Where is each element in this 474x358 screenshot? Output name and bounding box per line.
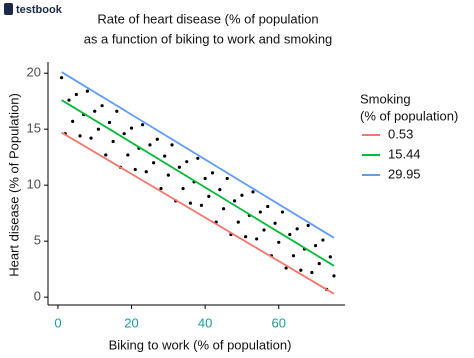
point [295, 227, 299, 231]
point [100, 104, 104, 108]
point [140, 123, 145, 127]
logo-icon [4, 3, 13, 15]
legend-label: 29.95 [388, 166, 421, 181]
point [221, 207, 226, 211]
point [299, 268, 303, 272]
y-tick-label: 10 [27, 177, 41, 192]
point [210, 171, 215, 175]
point [232, 199, 237, 203]
point [277, 240, 281, 244]
point [122, 132, 126, 136]
point [107, 120, 112, 125]
point [328, 255, 332, 259]
point [177, 165, 181, 169]
point [288, 232, 292, 237]
x-axis-label: Biking to work (% of population) [109, 337, 292, 352]
fit-line [61, 99, 335, 267]
point [144, 170, 148, 174]
point [196, 156, 200, 160]
point [266, 204, 270, 209]
point [207, 194, 211, 198]
point [236, 220, 240, 224]
x-tick-label: 60 [272, 315, 286, 330]
point [313, 244, 318, 248]
y-tick-label: 5 [34, 233, 41, 248]
point [291, 254, 296, 258]
point [155, 137, 159, 141]
point [166, 173, 170, 177]
x-tick-label: 40 [198, 315, 212, 330]
point [115, 109, 119, 113]
legend-title: Smoking [360, 91, 411, 106]
point [159, 186, 163, 191]
point [67, 98, 71, 102]
point [332, 274, 336, 278]
point [60, 76, 64, 80]
point [111, 139, 115, 144]
legend-label: 15.44 [388, 146, 421, 161]
fit-line [61, 71, 335, 239]
chart-title: as a function of biking to work and smok… [84, 31, 333, 46]
point [74, 92, 78, 97]
point [199, 203, 204, 207]
point [85, 89, 89, 93]
point [321, 238, 325, 242]
point [148, 143, 152, 147]
legend-title: (% of population) [360, 108, 458, 123]
y-tick-label: 15 [27, 121, 41, 136]
point [93, 109, 97, 113]
point [251, 190, 255, 194]
point [163, 154, 167, 158]
x-tick-label: 20 [124, 315, 138, 330]
point [133, 167, 137, 172]
fit-line [61, 131, 335, 295]
point [129, 126, 134, 130]
point [310, 270, 314, 275]
point [317, 261, 321, 266]
point [203, 176, 207, 181]
point [188, 201, 193, 205]
point [71, 119, 75, 123]
point [181, 186, 185, 191]
chart-title: Rate of heart disease (% of population [97, 11, 318, 26]
point [273, 221, 277, 225]
point [244, 235, 248, 239]
point [104, 153, 108, 157]
point [255, 237, 259, 241]
point [306, 223, 310, 228]
y-axis-label: Heart disease (% of Population) [6, 93, 21, 277]
point [240, 193, 244, 197]
point [258, 210, 262, 214]
point [89, 136, 93, 140]
point [225, 176, 229, 181]
point [170, 143, 174, 147]
legend-label: 0.53 [388, 126, 413, 141]
x-tick-label: 0 [54, 315, 61, 330]
point [96, 127, 101, 131]
point [280, 210, 285, 214]
logo: testbook [16, 4, 63, 16]
point [218, 188, 222, 192]
point [78, 134, 82, 138]
y-tick-label: 0 [34, 289, 41, 304]
point [284, 266, 288, 270]
y-tick-label: 20 [27, 65, 41, 80]
point [126, 153, 130, 157]
point [262, 228, 266, 232]
point [152, 161, 156, 165]
point [185, 160, 189, 164]
